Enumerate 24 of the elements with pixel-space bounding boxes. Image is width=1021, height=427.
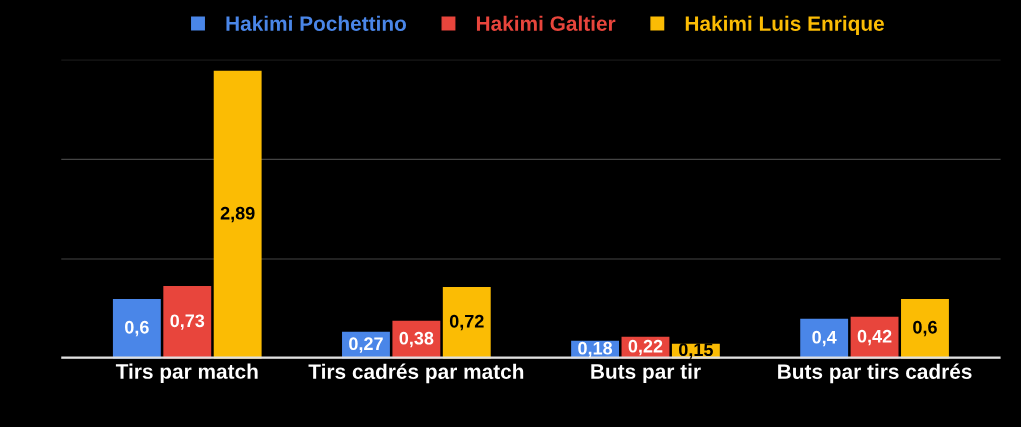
legend-label: Hakimi Pochettino (226, 15, 407, 31)
data-label: 0,72 (449, 314, 484, 331)
x-tick-label: Buts par tirs cadrés (778, 363, 972, 384)
data-label: 0,22 (628, 339, 663, 356)
data-label: 0,18 (578, 341, 613, 358)
legend-label: Hakimi Galtier (476, 15, 616, 31)
bar (442, 286, 491, 359)
legend-label: Hakimi Luis Enrique (685, 15, 884, 36)
data-label: 2,89 (220, 206, 255, 223)
x-tick-label: Tirs par match (115, 363, 258, 383)
x-tick-label: Tirs cadrés par match (308, 363, 524, 384)
bar (901, 298, 949, 359)
data-label: 0,38 (399, 331, 434, 348)
data-label: 0,42 (857, 329, 892, 346)
data-label: 0,4 (812, 330, 837, 347)
bar (213, 70, 262, 359)
data-label: 0,15 (679, 343, 713, 359)
data-label: 0,73 (170, 314, 205, 330)
data-label: 0,27 (349, 337, 383, 353)
data-label: 0,6 (913, 320, 937, 337)
data-label: 0,6 (125, 320, 149, 337)
x-tick-label: Buts par tir (591, 363, 701, 383)
bar (112, 298, 161, 359)
bar (163, 285, 212, 359)
